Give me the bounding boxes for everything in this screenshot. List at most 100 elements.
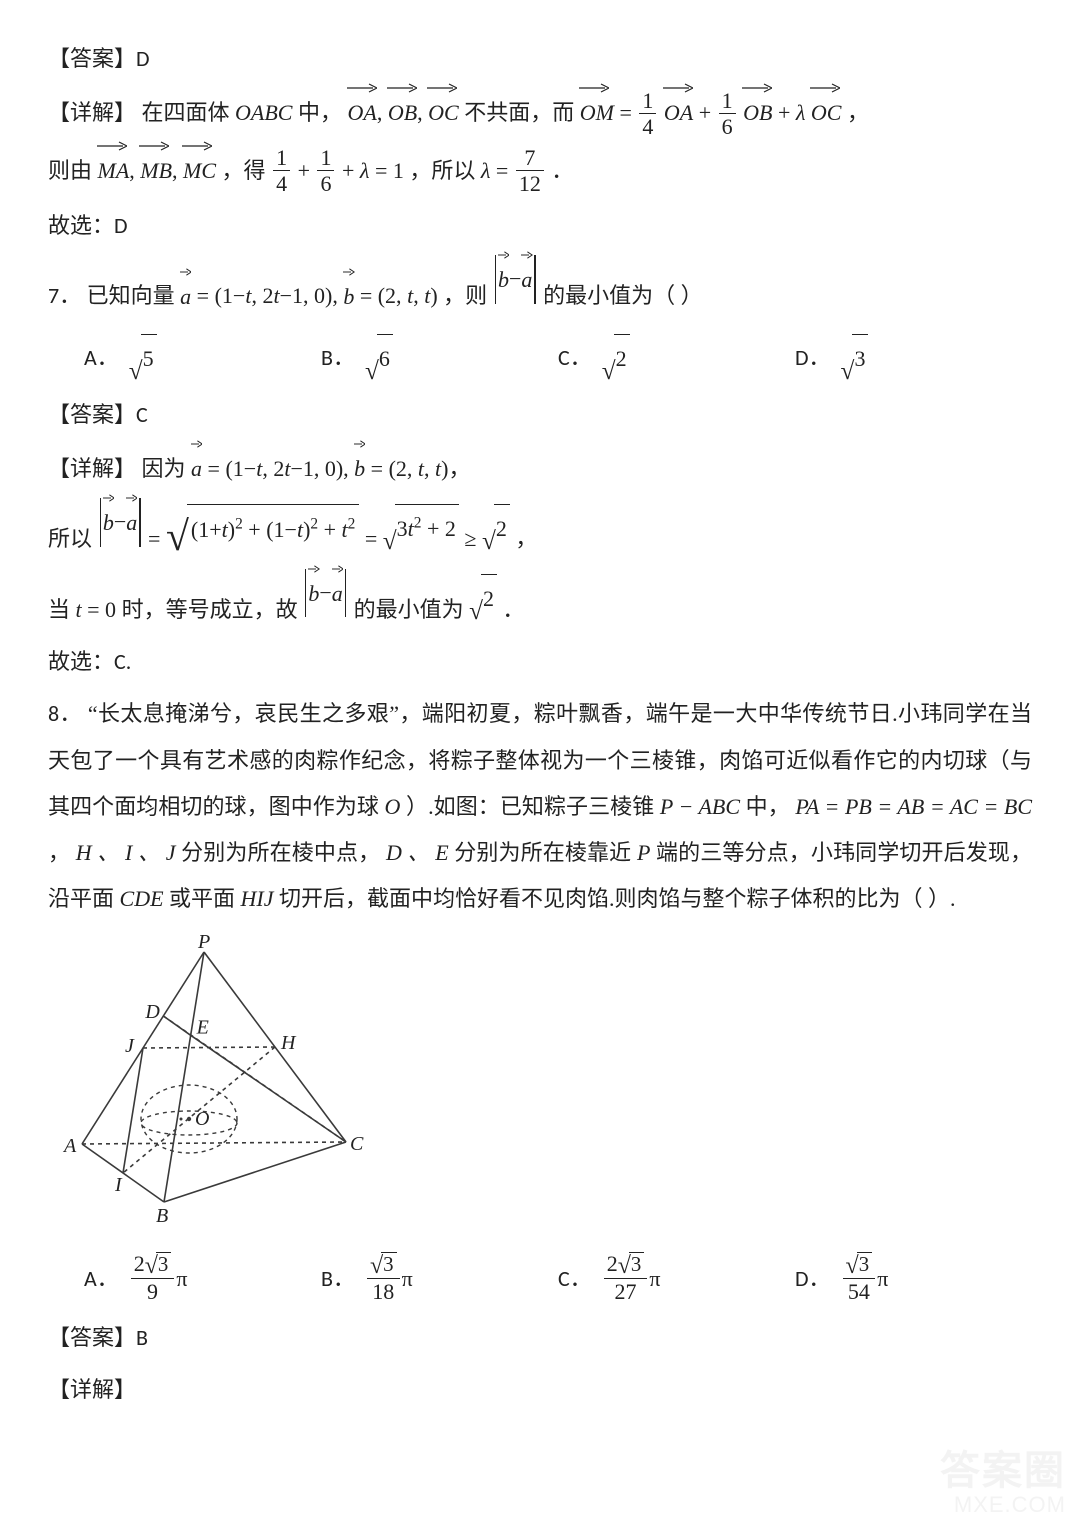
q7-exp-row1: 【详解】 因为 a = (1−t, 2t−1, 0), b = (2, t, t… <box>48 444 1032 492</box>
q8-stem-text3: 中， <box>746 794 790 819</box>
therefore-select2: 故选： <box>48 649 114 674</box>
q6-explain-row2: 则由 MA, MB, MC ，得 14 + 16 + λ = 1 ，所以 λ =… <box>48 146 1032 198</box>
vec-b2: b <box>498 255 509 303</box>
sqrt-3t2-2: √3t2 + 2 <box>383 504 459 552</box>
svg-text:H: H <box>280 1032 297 1054</box>
svg-text:J: J <box>125 1035 135 1057</box>
q6-select: D <box>114 212 128 239</box>
q8-frac-a: 2√3 9 <box>131 1252 175 1302</box>
vec-oc2: OC <box>811 88 842 136</box>
therefore-select: 故选： <box>48 213 114 238</box>
q6-so: ，所以 <box>409 158 475 183</box>
q8-option-a[interactable]: A． 2√3 9 π <box>84 1254 321 1304</box>
sqrt6: √6 <box>365 334 393 382</box>
comma: ， <box>847 100 869 125</box>
abs-b-minus-a3: b − a <box>303 569 348 617</box>
lambda2: λ <box>360 158 370 183</box>
q6-line2-prefix: 则由 <box>48 158 92 183</box>
q7-option-c[interactable]: C． √2 <box>558 334 795 382</box>
sqrt-big1: √(1+t)2 + (1−t)2 + t2 <box>166 504 359 555</box>
q7-number: 7． <box>48 283 81 310</box>
q8-frac-d: √3 54 <box>843 1252 876 1302</box>
q8-HIJ: H 、 I 、 J <box>76 840 176 865</box>
answer-label2: 【答案】 <box>48 402 136 427</box>
svg-text:C: C <box>350 1133 364 1155</box>
sqrt2c: √2 <box>469 574 497 622</box>
vec-b3: b <box>354 444 365 492</box>
vec-ma: MA <box>98 146 130 194</box>
q8-answer-row: 【答案】B <box>48 1315 1032 1361</box>
vec-a3: a <box>191 444 202 492</box>
vec-ob: OB <box>388 88 417 136</box>
answer-label: 【答案】 <box>48 46 136 71</box>
q7-option-d[interactable]: D． √3 <box>795 334 1032 382</box>
q7-option-b[interactable]: B． √6 <box>321 334 558 382</box>
q8-stem-text4: ， <box>48 840 70 865</box>
abs-b-minus-a2: b − a <box>98 498 143 546</box>
q7-exp-prefix2: 所以 <box>48 527 92 552</box>
explain-label: 【详解】 <box>48 100 136 125</box>
q6-not-coplanar: 不共面，而 <box>464 100 574 125</box>
frac-1-6b: 16 <box>317 146 334 195</box>
answer-label3: 【答案】 <box>48 1325 136 1350</box>
q6-mid1: 中， <box>298 100 342 125</box>
q8-options: A． 2√3 9 π B． √3 18 π C． 2√3 27 π D． √3 … <box>84 1254 1032 1304</box>
q8-edges: PA = PB = AB = AC = BC <box>795 794 1032 819</box>
watermark-line2: MXE.COM <box>940 1493 1066 1517</box>
q8-explain-row: 【详解】 <box>48 1367 1032 1413</box>
q7-exp-tail3: 的最小值为 <box>354 597 464 622</box>
q7-stem-mid: ，则 <box>443 284 487 309</box>
vec-ob2: OB <box>743 88 772 136</box>
q8-option-b[interactable]: B． √3 18 π <box>321 1254 558 1304</box>
svg-text:D: D <box>144 1001 160 1023</box>
svg-text:E: E <box>196 1017 209 1039</box>
svg-text:I: I <box>114 1174 123 1196</box>
vec-b: b <box>343 272 354 320</box>
frac-7-12: 712 <box>516 146 544 195</box>
q8-frac-b: √3 18 <box>367 1252 400 1302</box>
q7-exp-mid3: 时，等号成立，故 <box>122 597 298 622</box>
q8-diagram: PABCDEHIJO <box>54 934 1032 1240</box>
ge: ≥ <box>464 527 482 552</box>
svg-text:O: O <box>195 1108 209 1130</box>
q8-frac-c: 2√3 27 <box>604 1252 648 1302</box>
q8-option-c[interactable]: C． 2√3 27 π <box>558 1254 795 1304</box>
sqrt5: √5 <box>129 334 157 382</box>
watermark-line1: 答案圈 <box>940 1449 1066 1493</box>
q7-select-row: 故选：C. <box>48 639 1032 685</box>
tetrahedron-svg: PABCDEHIJO <box>54 934 374 1224</box>
q7-exp-prefix1: 因为 <box>142 456 186 481</box>
vec-oc: OC <box>428 88 459 136</box>
q6-answer-row: 【答案】D <box>48 36 1032 82</box>
q8-stem-text6: 分别为所在棱靠近 <box>454 840 631 865</box>
q7-select: C. <box>114 648 131 675</box>
svg-text:P: P <box>197 934 210 953</box>
q7-stem-tail: 的最小值为（ ） <box>543 284 703 309</box>
q8-CDE: CDE <box>120 886 164 911</box>
q7-option-a[interactable]: A． √5 <box>84 334 321 382</box>
period: ． <box>551 158 573 183</box>
q6-explain-row1: 【详解】 在四面体 OABC 中， OA, OB, OC 不共面，而 OM = … <box>48 88 1032 140</box>
q6-select-row: 故选：D <box>48 203 1032 249</box>
q7-answer-letter: C <box>136 401 148 428</box>
svg-text:A: A <box>62 1135 77 1157</box>
q8-stem-text2: ）.如图：已知粽子三棱锥 <box>406 794 654 819</box>
vec-a2: a <box>521 255 532 303</box>
lambda3: λ <box>481 158 491 183</box>
q6-line2-mid: ，得 <box>222 158 266 183</box>
q8-stem-text8: 或平面 <box>169 886 235 911</box>
frac-1-4: 14 <box>639 89 656 138</box>
q8-HIJ2: HIJ <box>241 886 274 911</box>
abs-b-minus-a: b − a <box>493 255 538 303</box>
q8-tetra: P − ABC <box>660 794 740 819</box>
frac-1-4b: 14 <box>273 146 290 195</box>
vec-oa: OA <box>348 88 377 136</box>
vec-oa2: OA <box>664 88 693 136</box>
explain-label2: 【详解】 <box>48 456 136 481</box>
q7-exp-row3: 当 t = 0 时，等号成立，故 b − a 的最小值为 √2 ． <box>48 569 1032 633</box>
frac-1-6: 16 <box>719 89 736 138</box>
q7-options: A． √5 B． √6 C． √2 D． √3 <box>84 334 1032 382</box>
vec-mc: MC <box>183 146 216 194</box>
q8-option-d[interactable]: D． √3 54 π <box>795 1254 1032 1304</box>
q8-stem: 8． “长太息掩涕兮，哀民生之多艰”，端阳初夏，粽叶飘香，端午是一大中华传统节日… <box>48 691 1032 922</box>
